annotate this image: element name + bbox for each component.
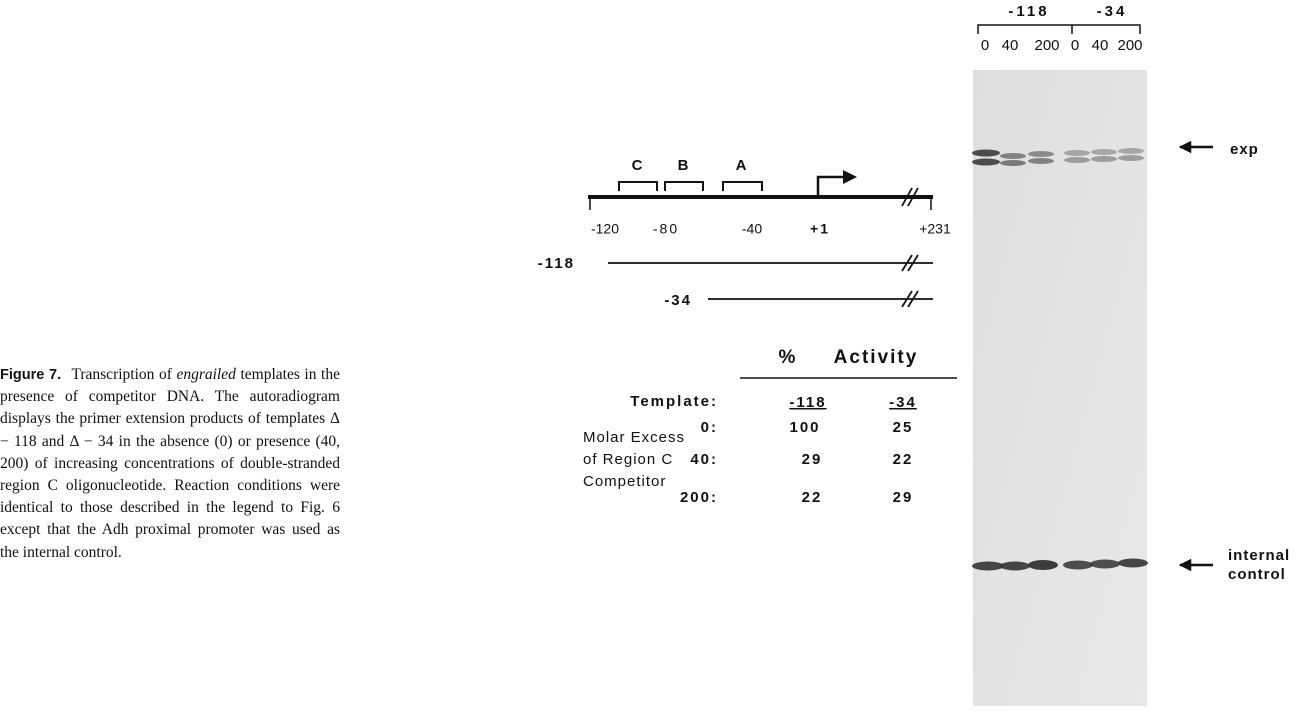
template-label: -118 bbox=[538, 255, 575, 272]
region-bracket bbox=[665, 182, 703, 191]
column-header: -34 bbox=[889, 394, 917, 411]
band-label: control bbox=[1228, 566, 1286, 583]
region-bracket bbox=[619, 182, 657, 191]
template-label: -34 bbox=[664, 292, 692, 309]
row-label: 200: bbox=[680, 489, 718, 506]
region-label: B bbox=[678, 157, 691, 174]
region-bracket bbox=[723, 182, 762, 191]
row-label: 40: bbox=[690, 451, 718, 468]
row-group-label: Molar Excess bbox=[583, 429, 685, 446]
table-cell: 22 bbox=[893, 451, 914, 468]
table-cell: 29 bbox=[893, 489, 914, 506]
lane-label: 0 bbox=[981, 37, 989, 54]
promoter-map bbox=[588, 170, 933, 307]
position-label: -120 bbox=[591, 221, 619, 237]
table-cell: 100 bbox=[789, 419, 820, 436]
table-cell: 29 bbox=[802, 451, 823, 468]
group-bracket bbox=[978, 25, 1140, 34]
position-label: -40 bbox=[742, 221, 762, 237]
band-label: internal bbox=[1228, 547, 1290, 564]
lane-label: 200 bbox=[1034, 37, 1059, 54]
row-group-label: Competitor bbox=[583, 473, 666, 490]
figure: C B A -120 -80 -40 +1 +231 -118 -34 % Ac… bbox=[0, 0, 1316, 715]
row-group-label: of Region C bbox=[583, 451, 673, 468]
column-header: -118 bbox=[789, 394, 826, 411]
table-header: Activity bbox=[834, 347, 919, 368]
lane-label: 0 bbox=[1071, 37, 1079, 54]
table-header: % bbox=[779, 347, 798, 368]
group-label: -118 bbox=[1008, 3, 1049, 20]
column-label: Template: bbox=[630, 393, 718, 410]
group-label: -34 bbox=[1097, 3, 1128, 20]
lane-label: 40 bbox=[1002, 37, 1019, 54]
lane-label: 200 bbox=[1117, 37, 1142, 54]
region-label: A bbox=[736, 157, 749, 174]
gel bbox=[973, 70, 1147, 706]
table-cell: 22 bbox=[802, 489, 823, 506]
page: { "caption": { "label": "Figure 7.", "te… bbox=[0, 0, 1316, 715]
start-arrow bbox=[818, 177, 846, 195]
region-label: C bbox=[632, 157, 645, 174]
band-label: exp bbox=[1230, 141, 1259, 158]
position-label: +1 bbox=[810, 221, 830, 237]
table-cell: 25 bbox=[893, 419, 914, 436]
arrow-head bbox=[843, 170, 857, 184]
position-label: -80 bbox=[653, 221, 679, 237]
row-label: 0: bbox=[701, 419, 718, 436]
position-label: +231 bbox=[919, 221, 951, 237]
lane-label: 40 bbox=[1092, 37, 1109, 54]
